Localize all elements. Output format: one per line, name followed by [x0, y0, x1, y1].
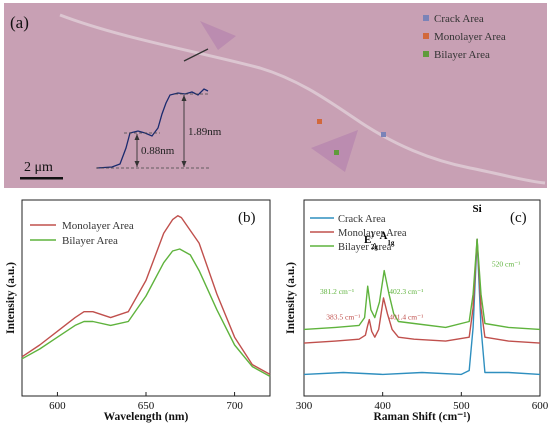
panel-b-frame [21, 199, 271, 397]
arrow-088-head-bottom [134, 161, 140, 167]
panel-c-legend: Crack Area Monolayer Area Bilayer Area [310, 214, 407, 253]
annotation-9: 401.4 cm⁻¹ [389, 313, 423, 322]
marker-monolayer [317, 119, 322, 124]
profile-curve [96, 88, 209, 169]
panel-b: 600 650 700 (b) Monolayer Area Bilayer Are… [5, 199, 271, 423]
legend-swatch-bilayer [423, 51, 429, 57]
panel-c: 300 400 500 600 E2g 1 A1g Si 381.2 cm⁻¹ 402.3 cm… [285, 199, 549, 423]
marker-crack [381, 132, 386, 137]
x-tick-label-b-2: 700 [226, 400, 243, 412]
scan-line [183, 48, 209, 62]
flake-upper [200, 21, 236, 50]
panel-c-label: (c) [510, 210, 527, 226]
height-profile: 0.88nm 1.89nm [96, 88, 222, 169]
panel-b-xlabel: Wavelength (nm) [104, 411, 189, 423]
marker-bilayer [334, 150, 339, 155]
legend-label-bilayer: Bilayer Area [434, 49, 490, 61]
annotation-5: Si [472, 203, 481, 215]
legend-swatch-monolayer [423, 33, 429, 39]
annotation-3: A [379, 230, 387, 242]
panel-a: 0.88nm 1.89nm (a) 2 μm Crack Area Monola… [4, 3, 547, 188]
annotation-4: 1g [387, 239, 395, 247]
panel-c-xlabel: Raman Shift (cm⁻¹) [373, 411, 470, 423]
legend-label-bilayer-c: Bilayer Area [338, 242, 392, 253]
panel-c-annotations-layer: E2g 1 A1g Si 381.2 cm⁻¹ 402.3 cm⁻¹ 383.5 cm⁻¹ 4… [320, 203, 520, 322]
series-line-c-2 [303, 238, 541, 331]
panel-c-series-layer [303, 238, 541, 376]
panel-b-label: (b) [238, 210, 256, 226]
x-tick-label-b-1: 650 [138, 400, 155, 412]
panel-b-ticks-layer: 600 650 700 [49, 392, 243, 412]
legend-label-monolayer-c: Monolayer Area [338, 228, 407, 239]
height-label-189: 1.89nm [188, 126, 222, 138]
scalebar [20, 177, 63, 180]
x-tick-label-c-3: 600 [532, 400, 549, 412]
annotation-8: 383.5 cm⁻¹ [326, 313, 360, 322]
legend-label-bilayer-b: Bilayer Area [62, 235, 118, 247]
x-tick-label-c-1: 400 [374, 400, 391, 412]
annotation-10: 520 cm⁻¹ [492, 260, 521, 269]
x-tick-label-c-2: 500 [453, 400, 470, 412]
panel-c-frame [303, 199, 541, 397]
panel-c-ticks-layer: 300 400 500 600 [296, 392, 549, 412]
legend-label-crack: Crack Area [434, 13, 484, 25]
panel-b-series-layer [21, 214, 271, 378]
series-line-c-0 [303, 238, 541, 376]
legend-label-monolayer: Monolayer Area [434, 31, 506, 43]
annotation-2: 1 [371, 231, 375, 239]
arrow-189-head-bottom [181, 161, 187, 167]
legend-label-crack-c: Crack Area [338, 214, 386, 225]
annotation-0: E [364, 234, 371, 246]
arrow-088-head-top [134, 134, 140, 140]
panel-c-ylabel: Intensity (a.u.) [285, 262, 297, 334]
series-line-b-0 [21, 214, 271, 376]
legend-label-monolayer-b: Monolayer Area [62, 220, 134, 232]
annotation-6: 381.2 cm⁻¹ [320, 287, 354, 296]
annotation-1: 2g [371, 243, 379, 251]
panel-a-label: (a) [10, 13, 29, 32]
annotation-7: 402.3 cm⁻¹ [389, 287, 423, 296]
legend-swatch-crack [423, 15, 429, 21]
height-label-088: 0.88nm [141, 145, 175, 157]
panel-b-legend: Monolayer Area Bilayer Area [30, 220, 134, 247]
x-tick-label-b-0: 600 [49, 400, 66, 412]
panel-b-ylabel: Intensity (a.u.) [5, 262, 17, 334]
crack-line [59, 13, 546, 185]
series-line-b-1 [21, 248, 271, 378]
optical-image-background [4, 3, 547, 188]
arrow-189-head-top [181, 95, 187, 101]
scalebar-label: 2 μm [24, 160, 53, 175]
x-tick-label-c-0: 300 [296, 400, 313, 412]
panel-a-legend: Crack Area Monolayer Area Bilayer Area [423, 13, 506, 61]
